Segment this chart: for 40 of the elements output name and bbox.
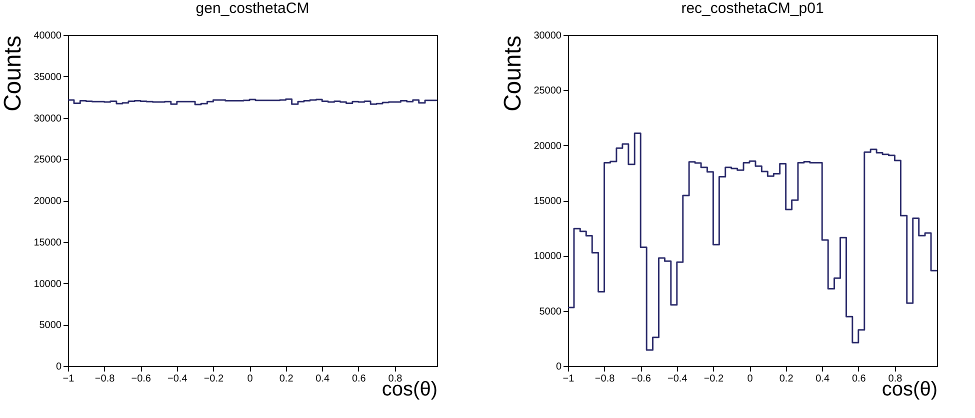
x-tick-label: 0.2: [279, 374, 294, 384]
x-tick-label: −0.2: [204, 374, 224, 384]
y-tick-label: 25000: [534, 86, 562, 97]
y-tick-label: 30000: [34, 113, 62, 124]
y-tick-label: 0: [56, 362, 62, 372]
y-tick-label: 15000: [34, 237, 62, 248]
y-axis-title: Counts: [0, 36, 27, 112]
x-tick-label: 0.6: [852, 374, 866, 384]
x-tick-label: 0: [747, 374, 754, 384]
x-tick-label: −0.8: [94, 374, 116, 384]
y-tick-label: 0: [556, 362, 562, 372]
y-tick-label: 15000: [534, 196, 562, 207]
x-tick-label: −1: [62, 374, 75, 384]
y-tick-label: 20000: [34, 196, 62, 207]
y-tick-label: 40000: [34, 30, 62, 42]
x-tick-label: −0.6: [631, 374, 652, 384]
y-tick-label: 5000: [39, 320, 62, 332]
y-tick-label: 20000: [534, 140, 562, 152]
x-tick-label: 0: [247, 374, 254, 384]
y-tick-label: 10000: [534, 251, 562, 262]
y-tick-label: 35000: [34, 72, 62, 83]
x-tick-label: 0.4: [816, 374, 830, 384]
x-tick-label: 0.4: [316, 374, 330, 384]
y-axis-title: Counts: [500, 36, 527, 112]
x-tick-label: 0.2: [779, 374, 794, 384]
y-tick-label: 10000: [34, 278, 62, 290]
y-tick-label: 25000: [34, 154, 62, 166]
x-tick-label: −0.2: [704, 374, 724, 384]
x-tick-label: −0.4: [168, 374, 188, 384]
x-tick-label: −0.6: [131, 374, 152, 384]
x-tick-label: −0.8: [594, 374, 616, 384]
x-tick-label: −0.4: [668, 374, 688, 384]
x-tick-label: 0.8: [388, 374, 403, 384]
chart-title: gen_costhetaCM: [196, 0, 310, 17]
x-tick-label: −1: [562, 374, 575, 384]
y-tick-label: 5000: [539, 306, 562, 318]
y-tick-label: 30000: [534, 30, 562, 42]
chart-title: rec_costhetaCM_p01: [681, 0, 824, 17]
x-tick-label: 0.8: [888, 374, 903, 384]
x-tick-label: 0.6: [352, 374, 366, 384]
